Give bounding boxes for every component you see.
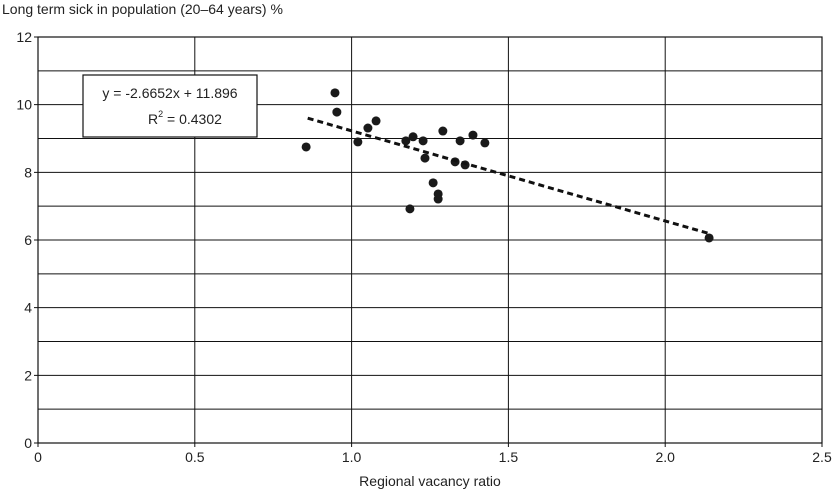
point <box>363 123 373 133</box>
point <box>408 132 418 142</box>
x-tick-label: 2.0 <box>655 449 675 465</box>
y-tick-label: 0 <box>24 435 32 451</box>
plot-frame <box>37 36 823 444</box>
x-axis-title: Regional vacancy ratio <box>359 473 501 489</box>
point <box>433 194 443 204</box>
r-squared: R2 = 0.4302 <box>148 109 222 127</box>
x-tick-label: 0 <box>34 449 42 465</box>
point <box>353 137 363 147</box>
equation-box <box>82 74 258 138</box>
point <box>455 136 465 146</box>
x-tick-label: 1.0 <box>342 449 362 465</box>
y-tick-label: 12 <box>16 29 32 45</box>
y-tick-label: 4 <box>24 300 32 316</box>
point <box>401 136 411 146</box>
x-tick-label: 1.5 <box>499 449 519 465</box>
r-squared-base: R <box>148 111 158 127</box>
point <box>438 126 448 136</box>
r-squared-value: = 0.4302 <box>163 111 222 127</box>
y-tick-label: 2 <box>24 367 32 383</box>
y-tick-label: 6 <box>24 232 32 248</box>
point <box>301 142 311 152</box>
x-tick-label: 2.5 <box>812 449 832 465</box>
point <box>420 153 430 163</box>
point <box>480 138 490 148</box>
point <box>330 88 340 98</box>
trend-equation: y = -2.6652x + 11.896 <box>102 85 237 101</box>
point <box>428 178 438 188</box>
r-squared-sup: 2 <box>158 109 163 119</box>
y-axis-title: Long term sick in population (20–64 year… <box>2 1 283 17</box>
point <box>405 204 415 214</box>
y-tick-label: 10 <box>16 97 32 113</box>
x-tick-label: 0.5 <box>185 449 205 465</box>
point <box>418 136 428 146</box>
y-tick-label: 8 <box>24 164 32 180</box>
point <box>468 130 478 140</box>
point <box>704 233 714 243</box>
point <box>332 107 342 117</box>
point <box>371 116 381 126</box>
